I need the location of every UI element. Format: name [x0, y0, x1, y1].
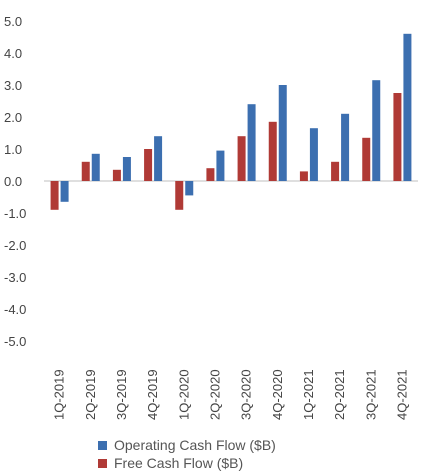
bar-free-cash-flow [268, 121, 277, 181]
y-tick-label: 5.0 [4, 14, 22, 29]
y-tick-label: 4.0 [4, 46, 22, 61]
x-tick-label: 4Q-2021 [394, 369, 409, 420]
bar-operating-cash-flow [309, 128, 318, 181]
x-tick-label: 4Q-2019 [145, 369, 160, 420]
y-tick-label: -2.0 [4, 238, 26, 253]
x-tick-label: 3Q-2019 [114, 369, 129, 420]
x-tick-label: 3Q-2021 [363, 369, 378, 420]
bar-free-cash-flow [175, 181, 184, 210]
legend-item-operating-cash-flow: Operating Cash Flow ($B) [98, 436, 276, 454]
bar-free-cash-flow [206, 168, 215, 181]
bar-operating-cash-flow [372, 80, 381, 181]
bar-free-cash-flow [144, 149, 153, 181]
bar-operating-cash-flow [122, 157, 131, 181]
legend: Operating Cash Flow ($B) Free Cash Flow … [98, 436, 276, 472]
bar-operating-cash-flow [91, 153, 100, 181]
x-tick-label: 2Q-2019 [83, 369, 98, 420]
y-tick-label: 3.0 [4, 78, 22, 93]
bar-operating-cash-flow [154, 136, 163, 181]
bar-free-cash-flow [112, 169, 121, 181]
x-tick-label: 1Q-2019 [52, 369, 67, 420]
y-tick-label: -5.0 [4, 334, 26, 349]
bar-free-cash-flow [331, 161, 340, 181]
legend-label-free: Free Cash Flow ($B) [114, 455, 244, 471]
bar-operating-cash-flow [247, 104, 256, 181]
legend-item-free-cash-flow: Free Cash Flow ($B) [98, 454, 276, 472]
bar-free-cash-flow [362, 137, 371, 181]
bar-free-cash-flow [81, 161, 90, 181]
bar-operating-cash-flow [216, 150, 225, 181]
legend-swatch-operating [98, 440, 107, 450]
bar-operating-cash-flow [60, 181, 69, 202]
x-tick-label: 1Q-2020 [176, 369, 191, 420]
x-tick-label: 4Q-2020 [270, 369, 285, 420]
bar-operating-cash-flow [341, 113, 350, 181]
x-tick-label: 3Q-2020 [239, 369, 254, 420]
bar-operating-cash-flow [278, 85, 287, 181]
bar-operating-cash-flow [403, 33, 412, 181]
y-tick-label: 0.0 [4, 174, 22, 189]
y-tick-label: 1.0 [4, 142, 22, 157]
y-tick-label: 2.0 [4, 110, 22, 125]
y-tick-label: -1.0 [4, 206, 26, 221]
x-tick-label: 1Q-2021 [301, 369, 316, 420]
bar-operating-cash-flow [185, 181, 194, 196]
y-tick-label: -4.0 [4, 302, 26, 317]
bar-free-cash-flow [393, 93, 402, 181]
bar-free-cash-flow [299, 171, 308, 181]
legend-label-operating: Operating Cash Flow ($B) [114, 437, 276, 453]
legend-swatch-free [98, 458, 107, 468]
x-tick-label: 2Q-2020 [207, 369, 222, 420]
bar-free-cash-flow [237, 136, 246, 181]
y-tick-label: -3.0 [4, 270, 26, 285]
bar-free-cash-flow [50, 181, 59, 210]
x-tick-label: 2Q-2021 [332, 369, 347, 420]
